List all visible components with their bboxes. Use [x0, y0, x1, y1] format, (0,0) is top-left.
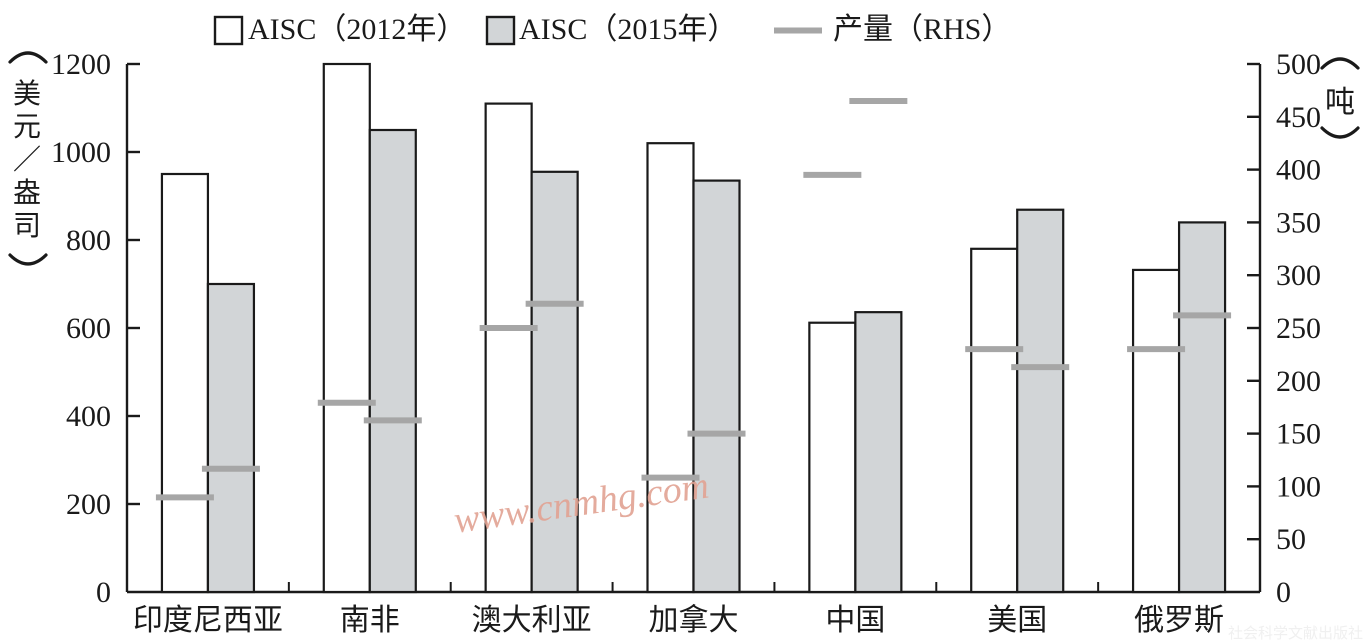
svg-text:500: 500 — [1276, 48, 1321, 81]
svg-text:社会科学文献出版社: 社会科学文献出版社 — [1228, 625, 1363, 642]
svg-text:350: 350 — [1276, 206, 1321, 239]
svg-text:司: 司 — [13, 211, 41, 242]
svg-text:印度尼西亚: 印度尼西亚 — [133, 604, 283, 637]
svg-text:盎: 盎 — [13, 177, 41, 209]
svg-text:0: 0 — [96, 576, 111, 609]
svg-text:1000: 1000 — [51, 136, 111, 169]
svg-text:250: 250 — [1276, 312, 1321, 345]
svg-text:中国: 中国 — [825, 604, 885, 637]
svg-text:150: 150 — [1276, 418, 1321, 451]
svg-text:1200: 1200 — [51, 48, 111, 81]
svg-text:吨: 吨 — [1325, 86, 1355, 119]
svg-text:200: 200 — [1276, 365, 1321, 398]
svg-text:产量（RHS）: 产量（RHS） — [833, 13, 1011, 46]
svg-text:600: 600 — [66, 312, 111, 345]
svg-text:美: 美 — [13, 78, 41, 110]
svg-text:800: 800 — [66, 224, 111, 257]
svg-text:AISC（2015年）: AISC（2015年） — [519, 13, 737, 46]
svg-text:南非: 南非 — [340, 604, 400, 637]
svg-text:／: ／ — [13, 144, 41, 176]
svg-text:300: 300 — [1276, 259, 1321, 292]
svg-text:50: 50 — [1276, 523, 1306, 556]
svg-text:澳大利亚: 澳大利亚 — [472, 604, 592, 637]
svg-text:元: 元 — [13, 112, 41, 143]
svg-text:0: 0 — [1276, 576, 1291, 609]
svg-text:俄罗斯: 俄罗斯 — [1134, 604, 1224, 637]
svg-text:200: 200 — [66, 488, 111, 521]
svg-text:450: 450 — [1276, 101, 1321, 134]
svg-text:400: 400 — [1276, 154, 1321, 187]
svg-text:美国: 美国 — [987, 604, 1047, 637]
svg-text:100: 100 — [1276, 470, 1321, 503]
svg-text:400: 400 — [66, 400, 111, 433]
svg-text:AISC（2012年）: AISC（2012年） — [248, 13, 466, 46]
svg-text:加拿大: 加拿大 — [649, 604, 739, 637]
